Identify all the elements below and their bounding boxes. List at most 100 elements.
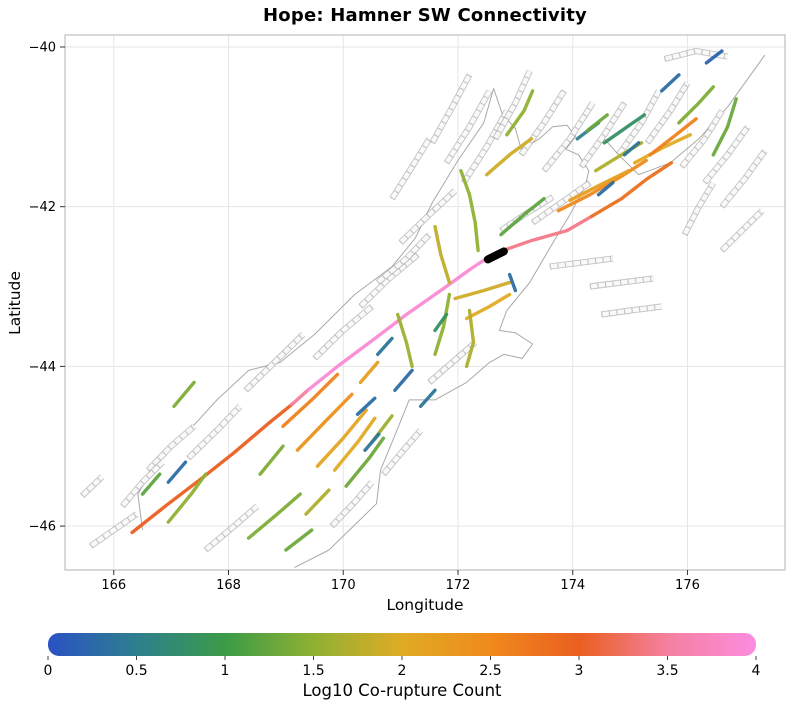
y-tick-label: −40 (29, 41, 56, 56)
fault-trace (344, 436, 386, 488)
colorbar-tick-label: 4 (752, 663, 761, 679)
fault-trace (258, 444, 285, 476)
coastline-path (137, 88, 590, 569)
plot-frame (64, 34, 786, 571)
fault-trace (464, 292, 512, 321)
fault-trace (507, 272, 518, 293)
background-fault-fill (720, 209, 764, 253)
background-fault-segments (427, 340, 477, 385)
fault-trace (295, 392, 354, 452)
background-fault-fill (601, 304, 662, 317)
fault-trace (284, 528, 314, 552)
background-fault-fill (399, 189, 457, 245)
fault-traces (130, 49, 738, 552)
y-axis-label: Latitude (6, 270, 25, 335)
fault-trace (376, 336, 394, 357)
fault-trace (660, 73, 681, 93)
fault-trace (130, 403, 294, 535)
fault-trace (433, 292, 452, 357)
fault-trace (355, 396, 377, 416)
axis-ticks: 166 168 170 172 174 176 −40 −42 −44 −46 (29, 41, 700, 593)
background-fault-segments (146, 424, 196, 472)
background-fault-fill (589, 276, 654, 289)
background-fault-fill (444, 89, 492, 164)
fault-trace (568, 169, 631, 202)
background-fault-fill (531, 180, 592, 225)
fault-trace (172, 380, 196, 408)
x-axis-label: Longitude (386, 596, 464, 614)
fault-trace (396, 312, 414, 369)
background-fault-segments (89, 512, 138, 548)
fault-trace (166, 472, 208, 524)
colorbar-gradient (48, 633, 756, 656)
colorbar-label: Log10 Co-rupture Count (302, 681, 502, 700)
background-fault-segments (645, 81, 690, 145)
background-fault-fill (358, 252, 420, 309)
fault-trace (711, 97, 738, 157)
background-fault-fill (330, 480, 374, 528)
background-fault-fill (579, 101, 627, 169)
fault-trace (677, 85, 715, 125)
y-tick-label: −44 (29, 360, 56, 375)
fault-trace (596, 181, 615, 197)
x-tick-label: 176 (675, 578, 700, 593)
background-fault-fill (682, 181, 716, 236)
colorbar-ticks: 0 0.5 1 1.5 2 2.5 3 3.5 4 (44, 656, 761, 679)
background-fault-fill (244, 332, 305, 392)
background-fault-segments (120, 460, 165, 508)
x-tick-label: 170 (331, 578, 356, 593)
colorbar-tick-label: 2 (398, 663, 407, 679)
y-tick-label: −42 (29, 200, 56, 215)
background-fault-fill (493, 70, 532, 140)
coastline-path (603, 54, 766, 176)
fault-trace (281, 372, 340, 428)
fault-trace (315, 408, 368, 468)
background-fault-fill (120, 460, 165, 508)
coastline (137, 54, 766, 569)
fault-trace (585, 113, 609, 133)
colorbar-tick-label: 1.5 (302, 663, 324, 679)
fault-trace (306, 252, 495, 392)
background-fault-segments (682, 181, 716, 236)
gridlines (65, 35, 785, 570)
background-fault-segments (542, 101, 595, 173)
y-tick-label: −46 (29, 520, 56, 535)
fault-trace (704, 49, 724, 65)
fault-trace (556, 158, 648, 213)
y-axis-label-container: Latitude (0, 35, 30, 570)
fault-trace (433, 312, 449, 333)
colorbar-tick-label: 2.5 (479, 663, 501, 679)
background-fault-fill (430, 73, 472, 144)
x-tick-label: 166 (101, 578, 126, 593)
x-tick-label: 172 (446, 578, 471, 593)
fault-trace (246, 492, 302, 540)
background-fault-fill (376, 233, 431, 285)
x-tick-label: 168 (216, 578, 241, 593)
background-fault-fill (549, 256, 614, 269)
fault-trace (633, 133, 692, 165)
background-fault-fill (519, 89, 566, 157)
fault-trace (622, 141, 641, 157)
fault-trace (166, 460, 188, 484)
background-fault-fill (616, 89, 661, 157)
colorbar-tick-label: 3 (575, 663, 584, 679)
fault-trace (304, 488, 331, 516)
fault-trace (505, 89, 535, 137)
colorbar-tick-label: 1 (221, 663, 230, 679)
fault-trace (648, 117, 698, 157)
colorbar-tick-label: 0 (44, 663, 53, 679)
highlight-section (483, 247, 508, 264)
fault-trace (332, 416, 377, 472)
background-fault-fill (720, 149, 767, 209)
background-fault-fill (702, 125, 750, 185)
background-fault-fill (461, 109, 509, 184)
fault-trace (501, 214, 594, 253)
background-fault-fill (680, 109, 724, 169)
fault-trace (358, 360, 380, 385)
background-fault-fill (186, 404, 242, 460)
colorbar-tick-label: 3.5 (656, 663, 678, 679)
colorbar-tick-label: 0.5 (125, 663, 147, 679)
background-fault-fill (204, 504, 259, 552)
